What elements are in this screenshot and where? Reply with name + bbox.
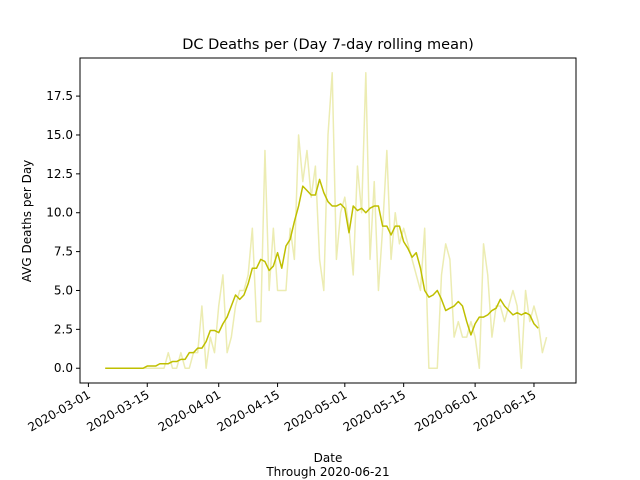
plot-area [105,72,548,369]
y-tick-label: 2.5 [54,322,73,336]
y-axis-label: AVG Deaths per Day [20,160,34,283]
y-tick-label: 10.0 [46,206,73,220]
y-tick-label: 12.5 [46,167,73,181]
chart-title: DC Deaths per (Day 7-day rolling mean) [182,37,474,53]
y-tick-label: 17.5 [46,89,73,103]
rolling-mean-series [105,178,539,369]
y-tick-label: 15.0 [46,128,73,142]
y-tick-label: 7.5 [54,245,73,259]
y-tick-label: 5.0 [54,283,73,297]
x-axis-sublabel: Through 2020-06-21 [265,465,389,479]
y-axis: 0.0 2.5 5.0 7.5 10.0 12.5 15.0 17.5 [46,89,80,375]
rolling-mean-line [105,178,539,369]
y-tick-label: 0.0 [54,361,73,375]
plot-frame [79,57,577,384]
x-axis-label: Date [314,451,343,465]
